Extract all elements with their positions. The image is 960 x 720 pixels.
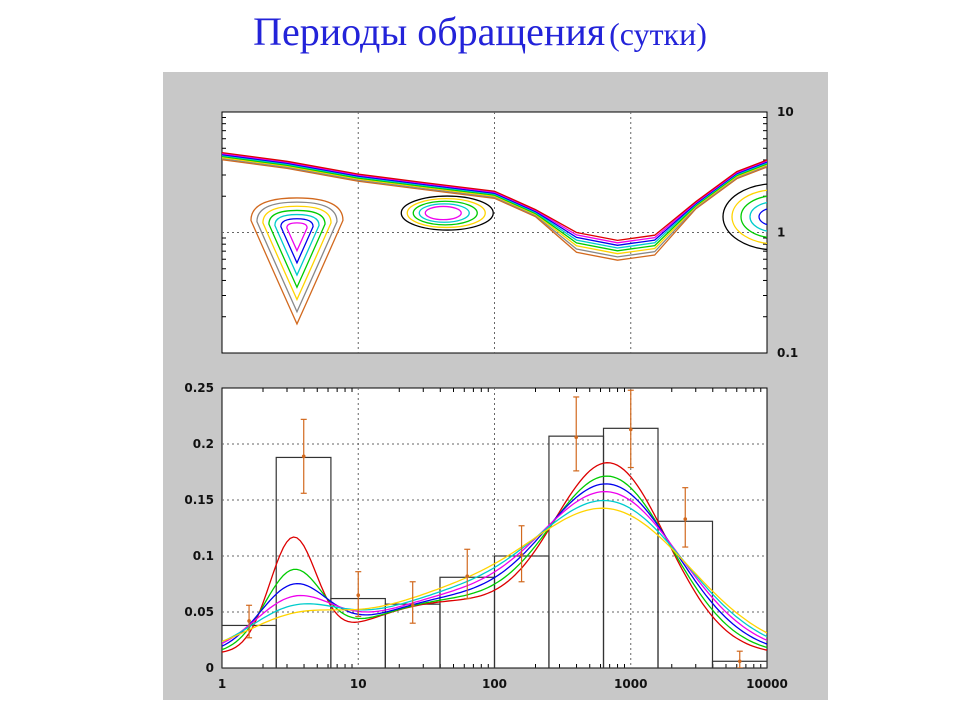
bottom-x-tick-label: 100 <box>482 677 507 691</box>
bottom-y-tick-label: 0.25 <box>184 381 214 395</box>
bottom-x-tick-label: 10 <box>350 677 367 691</box>
top-middle-contour <box>406 198 486 229</box>
error-point <box>683 517 688 521</box>
top-y-tick-label: 0.1 <box>777 346 798 360</box>
top-middle-contour <box>418 203 470 223</box>
top-band-line <box>222 155 767 252</box>
top-middle-contour <box>424 205 462 221</box>
top-left-contour <box>286 222 308 253</box>
top-right-contour <box>722 183 767 251</box>
model-curve <box>222 462 767 653</box>
bottom-x-tick-label: 1 <box>218 677 226 691</box>
bottom-y-tick-label: 0.15 <box>184 493 214 507</box>
error-point <box>301 454 306 459</box>
top-band-line <box>222 156 767 255</box>
chart-title: Периоды обращения (сутки) <box>0 8 960 55</box>
top-band-line <box>222 154 767 249</box>
chart-panel: 10 1 0.1 0.25 0.2 0.15 0.1 0.05 0 1 10 100 1000 10000 <box>163 72 828 700</box>
bottom-marks <box>222 389 767 668</box>
top-right-contour <box>731 189 767 244</box>
error-point <box>519 553 524 557</box>
error-point <box>465 574 470 578</box>
top-left-contour <box>250 197 344 326</box>
bottom-y-tick-label: 0.2 <box>193 437 214 451</box>
error-point <box>628 427 633 432</box>
title-main: Периоды обращения <box>253 9 606 54</box>
top-band-line <box>222 153 767 246</box>
top-middle-contour <box>412 200 478 226</box>
model-curve <box>222 507 767 643</box>
bottom-x-tick-label: 10000 <box>746 677 788 691</box>
bottom-y-tick-label: 0.1 <box>193 549 214 563</box>
top-band-line <box>222 157 767 258</box>
top-y-tick-label: 1 <box>777 226 785 240</box>
bottom-y-tick-label: 0 <box>206 661 214 675</box>
title-sub: (сутки) <box>609 16 707 52</box>
top-contours <box>222 151 767 326</box>
top-middle-contour <box>400 195 494 231</box>
top-right-contour <box>758 208 767 226</box>
top-left-contour <box>274 213 320 277</box>
top-band-line <box>222 151 767 242</box>
error-point <box>247 619 251 623</box>
error-point <box>410 603 415 608</box>
error-point <box>356 593 361 597</box>
top-right-contour <box>740 195 767 238</box>
model-curve <box>222 499 767 643</box>
top-left-contour <box>256 201 338 314</box>
top-y-tick-label: 10 <box>777 105 794 119</box>
model-curve <box>222 475 767 651</box>
top-left-contour <box>268 209 326 289</box>
top-left-contour <box>280 218 314 265</box>
top-band-line <box>222 159 767 261</box>
top-left-contour <box>262 205 332 302</box>
bottom-x-tick-label: 1000 <box>614 677 647 691</box>
error-point <box>737 659 742 664</box>
bottom-y-tick-label: 0.05 <box>184 605 214 619</box>
error-point <box>574 435 579 440</box>
top-band-line <box>222 152 767 244</box>
top-right-contour <box>749 201 767 232</box>
